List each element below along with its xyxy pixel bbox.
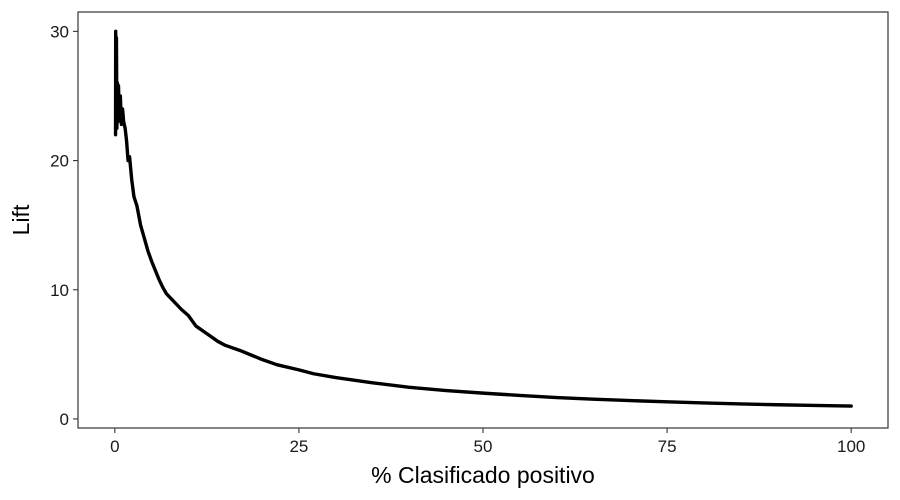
y-tick-label: 10: [50, 281, 69, 300]
x-tick-label: 75: [658, 437, 677, 456]
axis-ticks: [73, 30, 852, 433]
x-tick-label: 50: [474, 437, 493, 456]
x-tick-label: 25: [289, 437, 308, 456]
y-axis-title: Lift: [8, 204, 34, 235]
lift-series-line: [113, 29, 853, 408]
x-tick-label: 0: [110, 437, 119, 456]
axis-tick-labels: 0 25 50 75 100 0 10 20 30: [50, 22, 865, 456]
x-tick-label: 100: [837, 437, 865, 456]
plot-panel-border: [77, 11, 889, 429]
y-tick-label: 30: [50, 22, 69, 41]
y-tick-label: 20: [50, 152, 69, 171]
x-axis-title: % Clasificado positivo: [371, 462, 595, 488]
y-tick-label: 0: [60, 410, 69, 429]
